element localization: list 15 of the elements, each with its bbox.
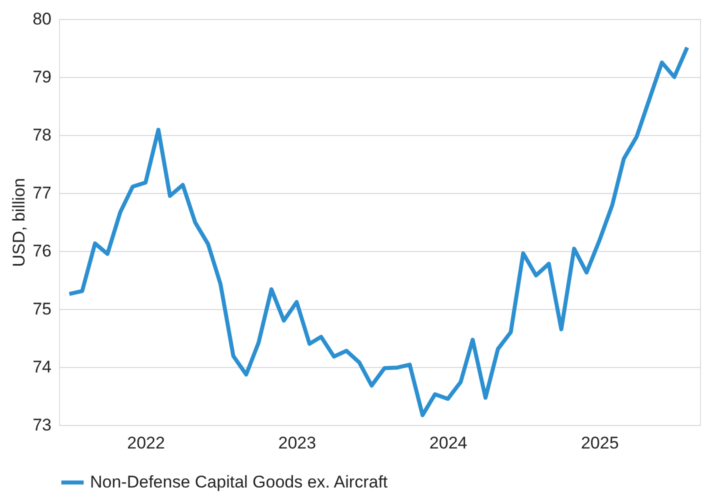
y-tick-label: 75 <box>32 300 52 318</box>
y-axis-title: USD, billion <box>10 178 29 267</box>
y-tick-label: 73 <box>32 416 52 434</box>
x-tick-label: 2023 <box>278 434 316 452</box>
y-tick-label: 77 <box>32 184 52 202</box>
y-tick-label: 80 <box>32 10 52 28</box>
y-tick-label: 79 <box>32 68 52 86</box>
line-series <box>67 45 690 418</box>
y-tick-label: 76 <box>32 242 52 260</box>
legend-label: Non-Defense Capital Goods ex. Aircraft <box>90 472 388 492</box>
x-tick-label: 2022 <box>127 434 165 452</box>
y-tick-label: 74 <box>32 358 52 376</box>
y-tick-label: 78 <box>32 126 52 144</box>
x-tick-label: 2024 <box>429 434 468 452</box>
x-tick-label: 2025 <box>580 434 619 452</box>
